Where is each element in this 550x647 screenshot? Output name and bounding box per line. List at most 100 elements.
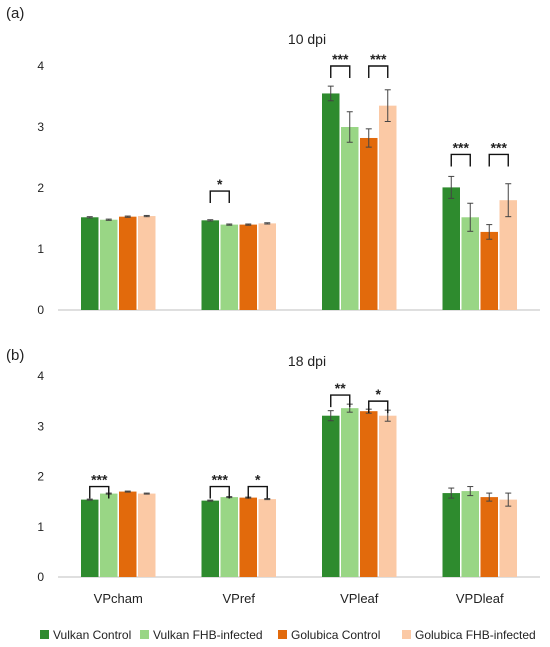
- legend: Vulkan Control Vulkan FHB-infected Golubic…: [40, 628, 536, 642]
- error-bar: [245, 223, 252, 226]
- legend-label: Vulkan Control: [53, 628, 131, 642]
- bar: [480, 497, 498, 577]
- error-bar: [486, 224, 493, 240]
- error-bar: [143, 492, 150, 495]
- error-bar: [486, 492, 493, 502]
- significance-bracket: [368, 400, 389, 414]
- bar: [461, 491, 479, 577]
- legend-swatch: [402, 630, 411, 639]
- significance-bracket: [330, 394, 351, 408]
- bar: [81, 499, 99, 577]
- significance-bracket: [89, 485, 110, 499]
- y-tick-label: 1: [37, 520, 44, 534]
- bar: [239, 497, 257, 577]
- significance-label: ***: [491, 139, 508, 155]
- bar: [81, 217, 99, 310]
- x-tick-label: VPDleaf: [456, 591, 504, 606]
- y-tick-label: 2: [37, 181, 44, 195]
- significance-label: *: [376, 386, 382, 402]
- error-bar: [365, 128, 372, 148]
- bar: [322, 93, 340, 310]
- bar: [379, 415, 397, 577]
- y-tick-label: 4: [37, 369, 44, 383]
- bar: [100, 493, 118, 577]
- bar: [258, 223, 276, 310]
- legend-swatch: [140, 630, 149, 639]
- error-bar: [505, 183, 512, 218]
- error-bar: [207, 499, 214, 502]
- x-tick-label: VPleaf: [340, 591, 379, 606]
- bar: [341, 408, 359, 577]
- legend-label: Vulkan FHB-infected: [153, 628, 263, 642]
- error-bar: [467, 486, 474, 497]
- error-bar: [264, 498, 271, 501]
- bar: [322, 415, 340, 577]
- error-bar: [105, 218, 112, 221]
- y-tick-label: 2: [37, 470, 44, 484]
- significance-bracket: [330, 65, 351, 78]
- y-tick-label: 0: [37, 570, 44, 584]
- error-bar: [124, 490, 131, 493]
- bar: [341, 127, 359, 310]
- bar: [360, 411, 378, 577]
- bar: [360, 137, 378, 310]
- bar: [100, 219, 118, 310]
- legend-swatch: [278, 630, 287, 639]
- significance-bracket: [450, 153, 471, 167]
- significance-bracket: [368, 65, 389, 78]
- significance-label: *: [255, 472, 261, 488]
- significance-label: ***: [370, 51, 387, 67]
- y-tick-label: 3: [37, 419, 44, 433]
- bar: [499, 200, 517, 310]
- error-bar: [448, 175, 455, 199]
- error-bar: [467, 202, 474, 232]
- significance-label: ***: [453, 139, 470, 155]
- error-bar: [143, 214, 150, 218]
- significance-label: ***: [212, 472, 229, 488]
- significance-label: ***: [332, 51, 349, 67]
- legend-label: Golubica FHB-infected: [415, 628, 536, 642]
- error-bar: [448, 487, 455, 499]
- error-bar: [226, 223, 233, 226]
- bar: [220, 224, 238, 310]
- panel-label: (b): [6, 347, 24, 364]
- chart-title: 10 dpi: [288, 31, 326, 47]
- bar: [119, 491, 137, 577]
- bar: [442, 187, 460, 310]
- bar: [138, 216, 156, 310]
- y-tick-label: 4: [37, 59, 44, 73]
- error-bar: [207, 219, 214, 222]
- y-tick-label: 3: [37, 120, 44, 134]
- legend-swatch: [40, 630, 49, 639]
- y-tick-label: 0: [37, 303, 44, 317]
- bar: [201, 500, 219, 577]
- bar: [138, 493, 156, 577]
- panel-label: (a): [6, 5, 24, 22]
- bar: [442, 493, 460, 577]
- error-bar: [505, 492, 512, 507]
- significance-label: *: [217, 176, 223, 192]
- bar: [379, 105, 397, 311]
- significance-bracket: [209, 485, 230, 499]
- significance-bracket: [247, 485, 268, 499]
- significance-bracket: [209, 190, 230, 204]
- significance-label: **: [335, 380, 346, 396]
- x-tick-label: VPref: [222, 591, 255, 606]
- error-bar: [124, 215, 131, 218]
- error-bar: [346, 111, 353, 143]
- bar: [201, 220, 219, 310]
- bar: [480, 231, 498, 310]
- bar: [258, 499, 276, 577]
- error-bar: [86, 498, 93, 501]
- error-bar: [327, 410, 334, 422]
- bar: [461, 217, 479, 310]
- significance-bracket: [488, 153, 509, 167]
- significance-label: ***: [91, 472, 108, 488]
- error-bar: [384, 89, 391, 123]
- chart-title: 18 dpi: [288, 353, 326, 369]
- error-bar: [86, 216, 93, 219]
- bar: [239, 224, 257, 310]
